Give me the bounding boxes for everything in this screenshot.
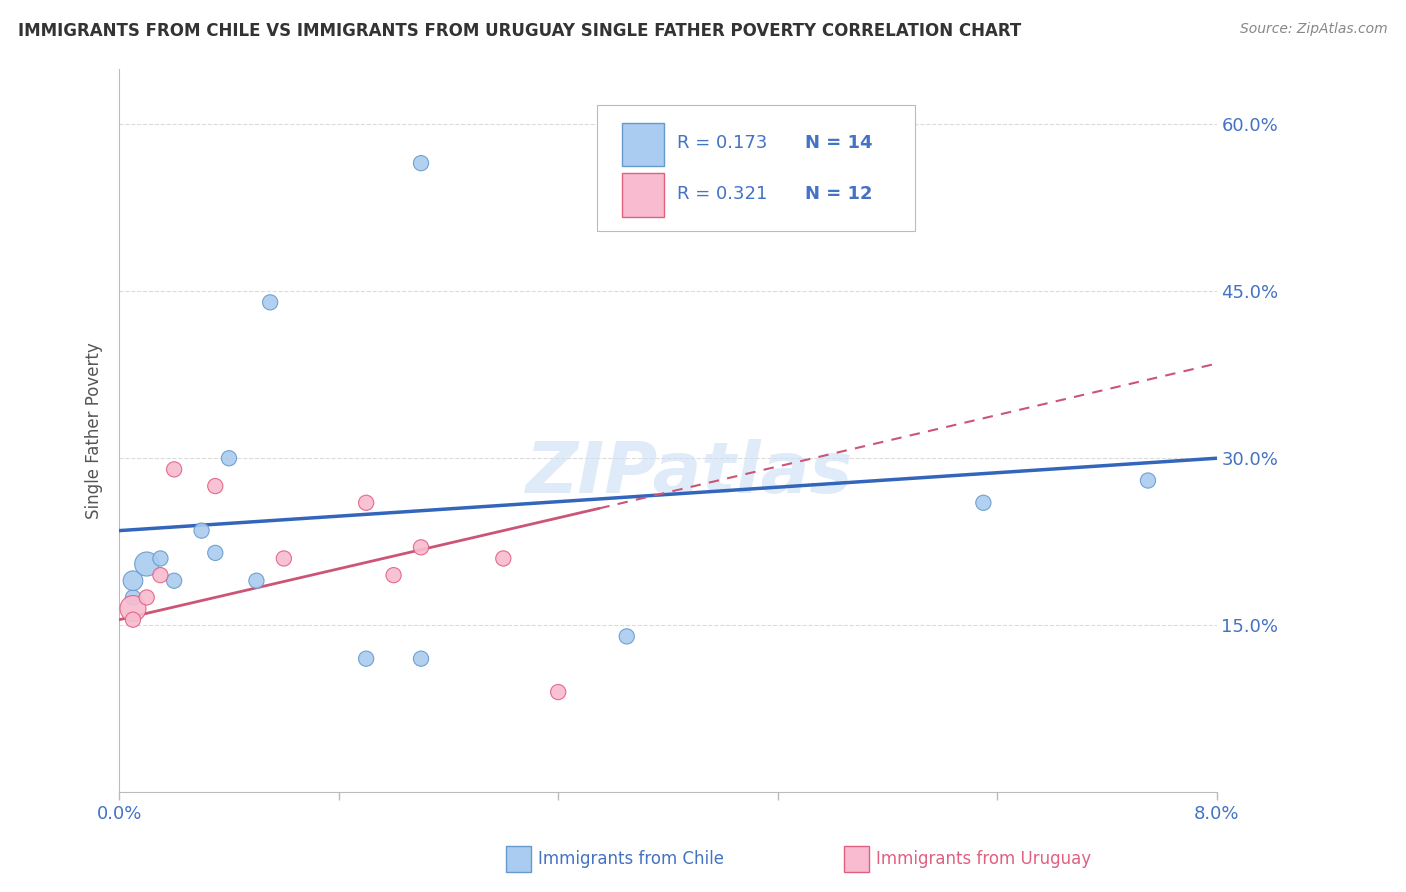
FancyBboxPatch shape	[621, 123, 664, 166]
Text: N = 12: N = 12	[806, 185, 873, 202]
Point	[616, 629, 638, 643]
Text: Source: ZipAtlas.com: Source: ZipAtlas.com	[1240, 22, 1388, 37]
Point	[135, 591, 157, 605]
Point	[190, 524, 212, 538]
Point	[409, 156, 432, 170]
Point	[149, 551, 172, 566]
Text: N = 14: N = 14	[806, 134, 873, 152]
Text: R = 0.321: R = 0.321	[676, 185, 768, 202]
Point	[122, 601, 145, 615]
Point	[382, 568, 405, 582]
Text: R = 0.173: R = 0.173	[676, 134, 768, 152]
Text: Immigrants from Chile: Immigrants from Chile	[538, 850, 724, 868]
Point	[492, 551, 515, 566]
Point	[163, 574, 186, 588]
Point	[122, 591, 145, 605]
Point	[1136, 474, 1159, 488]
Point	[204, 546, 226, 560]
Point	[354, 651, 377, 665]
Point	[972, 496, 994, 510]
Point	[354, 496, 377, 510]
Point	[547, 685, 569, 699]
Point	[122, 613, 145, 627]
Text: Immigrants from Uruguay: Immigrants from Uruguay	[876, 850, 1091, 868]
Point	[135, 557, 157, 571]
Point	[409, 541, 432, 555]
Point	[204, 479, 226, 493]
Point	[149, 568, 172, 582]
Y-axis label: Single Father Poverty: Single Father Poverty	[86, 342, 103, 519]
Point	[163, 462, 186, 476]
FancyBboxPatch shape	[621, 173, 664, 217]
Point	[409, 651, 432, 665]
Point	[259, 295, 281, 310]
Text: ZIPatlas: ZIPatlas	[526, 440, 853, 508]
FancyBboxPatch shape	[596, 104, 915, 231]
Point	[245, 574, 267, 588]
Point	[273, 551, 295, 566]
Point	[122, 574, 145, 588]
Point	[218, 451, 240, 466]
Text: IMMIGRANTS FROM CHILE VS IMMIGRANTS FROM URUGUAY SINGLE FATHER POVERTY CORRELATI: IMMIGRANTS FROM CHILE VS IMMIGRANTS FROM…	[18, 22, 1022, 40]
